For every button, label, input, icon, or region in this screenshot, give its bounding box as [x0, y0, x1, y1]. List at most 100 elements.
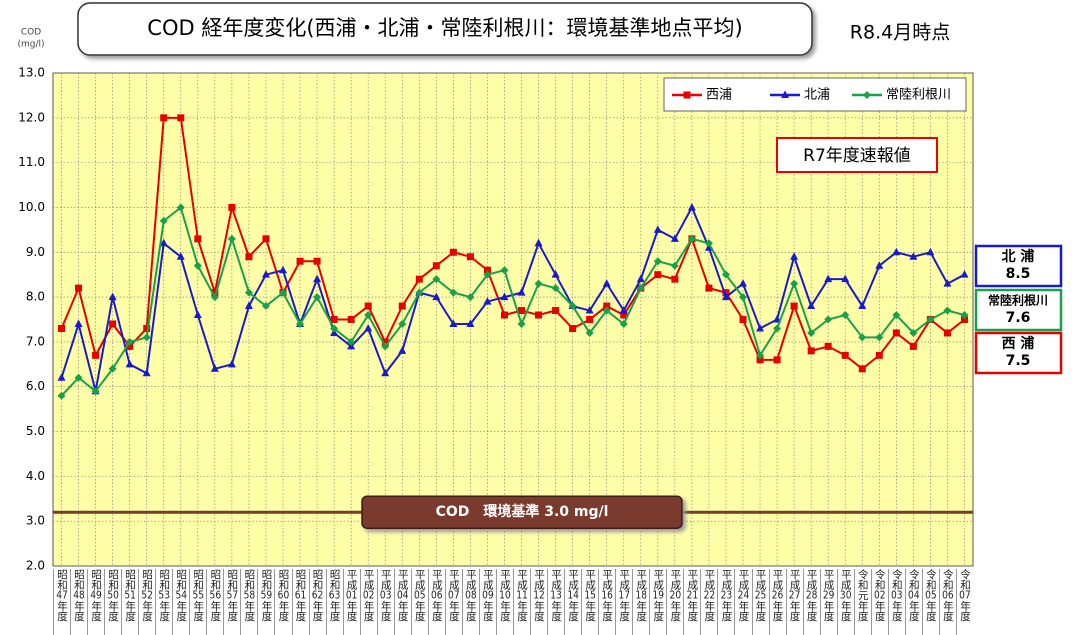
marker	[863, 91, 871, 99]
legend-label: 西浦	[706, 88, 732, 103]
marker	[91, 387, 100, 396]
x-tick-label: 平成04年度	[393, 569, 411, 635]
y-tick-label: 6.0	[26, 379, 45, 393]
x-tick-label: 平成06年度	[427, 569, 445, 635]
x-tick-label: 平成23年度	[717, 569, 734, 635]
x-tick-label: 平成10年度	[495, 569, 513, 635]
marker	[58, 324, 66, 332]
x-tick-label: 令和02年度	[870, 569, 888, 635]
subtitle: R8.4月時点	[850, 22, 950, 44]
marker	[687, 234, 696, 243]
annotation: R7年度速報値	[803, 146, 911, 166]
x-tick-label: 昭和62年度	[308, 569, 326, 635]
x-tick-label: 昭和47年度	[53, 569, 70, 635]
marker	[228, 203, 236, 211]
marker	[143, 324, 151, 332]
marker	[160, 114, 168, 122]
marker	[909, 328, 918, 337]
x-tick-label: 平成01年度	[342, 569, 360, 635]
x-tick-label: 平成30年度	[836, 569, 854, 635]
marker	[57, 373, 66, 381]
legend-label: 北浦	[804, 88, 830, 103]
marker	[364, 311, 373, 320]
marker	[773, 356, 781, 364]
marker	[603, 302, 611, 310]
x-tick-label: 昭和53年度	[155, 569, 172, 635]
x-tick-label: 昭和52年度	[138, 569, 155, 635]
marker	[756, 323, 765, 332]
x-tick-label: 平成15年度	[581, 569, 598, 635]
x-tick-label: 平成28年度	[802, 569, 820, 635]
marker	[790, 302, 798, 310]
x-tick-label: 昭和50年度	[104, 569, 121, 635]
marker	[739, 279, 747, 287]
marker	[619, 319, 628, 328]
marker	[790, 279, 799, 288]
marker	[466, 293, 475, 302]
marker	[244, 301, 253, 310]
marker	[619, 306, 628, 314]
y-tick-label: 13.0	[18, 66, 45, 80]
marker	[858, 301, 867, 310]
marker	[960, 311, 969, 320]
x-tick-label: 平成14年度	[564, 569, 581, 635]
marker	[261, 270, 270, 278]
marker	[313, 257, 321, 265]
marker	[721, 292, 730, 301]
marker	[109, 320, 117, 328]
x-tick-label: 平成26年度	[768, 569, 786, 635]
marker	[193, 261, 202, 270]
x-tick-label: 昭和51年度	[121, 569, 138, 635]
marker	[296, 257, 304, 265]
marker	[620, 311, 628, 319]
marker	[585, 328, 594, 337]
marker	[773, 324, 782, 333]
marker	[636, 284, 645, 293]
marker	[211, 289, 219, 297]
x-tick-label: 平成21年度	[683, 569, 700, 635]
marker	[841, 311, 850, 320]
marker	[909, 252, 918, 260]
marker	[261, 302, 270, 311]
marker	[500, 311, 508, 319]
marker	[790, 252, 799, 260]
marker	[347, 316, 355, 323]
x-tick-label: 昭和59年度	[257, 569, 274, 635]
y-tick-label: 7.0	[26, 334, 45, 348]
legend-label: 常陸利根川	[886, 87, 951, 103]
x-tick-label: 平成29年度	[819, 569, 837, 635]
y-axis-label: (mg/l)	[17, 40, 44, 50]
marker	[653, 225, 662, 233]
x-tick-label: 平成27年度	[785, 569, 803, 635]
callout-label: 北 浦	[1002, 248, 1035, 265]
marker	[943, 329, 951, 337]
title-box	[77, 2, 813, 56]
marker	[892, 329, 900, 337]
x-tick-label: 平成11年度	[513, 569, 530, 635]
marker	[960, 270, 969, 278]
marker	[432, 292, 441, 301]
chart-title: COD 経年度変化(西浦・北浦・常陸利根川：環境基準地点平均)	[147, 16, 742, 40]
y-tick-label: 9.0	[26, 245, 45, 259]
y-tick-label: 11.0	[18, 155, 45, 169]
marker	[534, 238, 543, 247]
marker	[74, 373, 83, 382]
marker	[551, 284, 560, 293]
marker	[687, 202, 696, 211]
callout-value: 7.6	[1006, 310, 1031, 326]
marker	[381, 368, 390, 377]
marker	[518, 307, 526, 315]
callout-label: 西 浦	[1002, 335, 1035, 352]
legend: 西浦 北浦 常陸利根川	[663, 77, 967, 112]
marker	[244, 288, 253, 297]
marker	[909, 342, 917, 350]
callout-value: 8.5	[1006, 266, 1031, 282]
marker	[398, 346, 407, 354]
marker	[705, 284, 713, 292]
marker	[74, 319, 83, 327]
marker	[756, 356, 764, 364]
y-axis-label: COD	[21, 28, 41, 38]
marker	[415, 275, 423, 283]
marker	[313, 293, 322, 302]
